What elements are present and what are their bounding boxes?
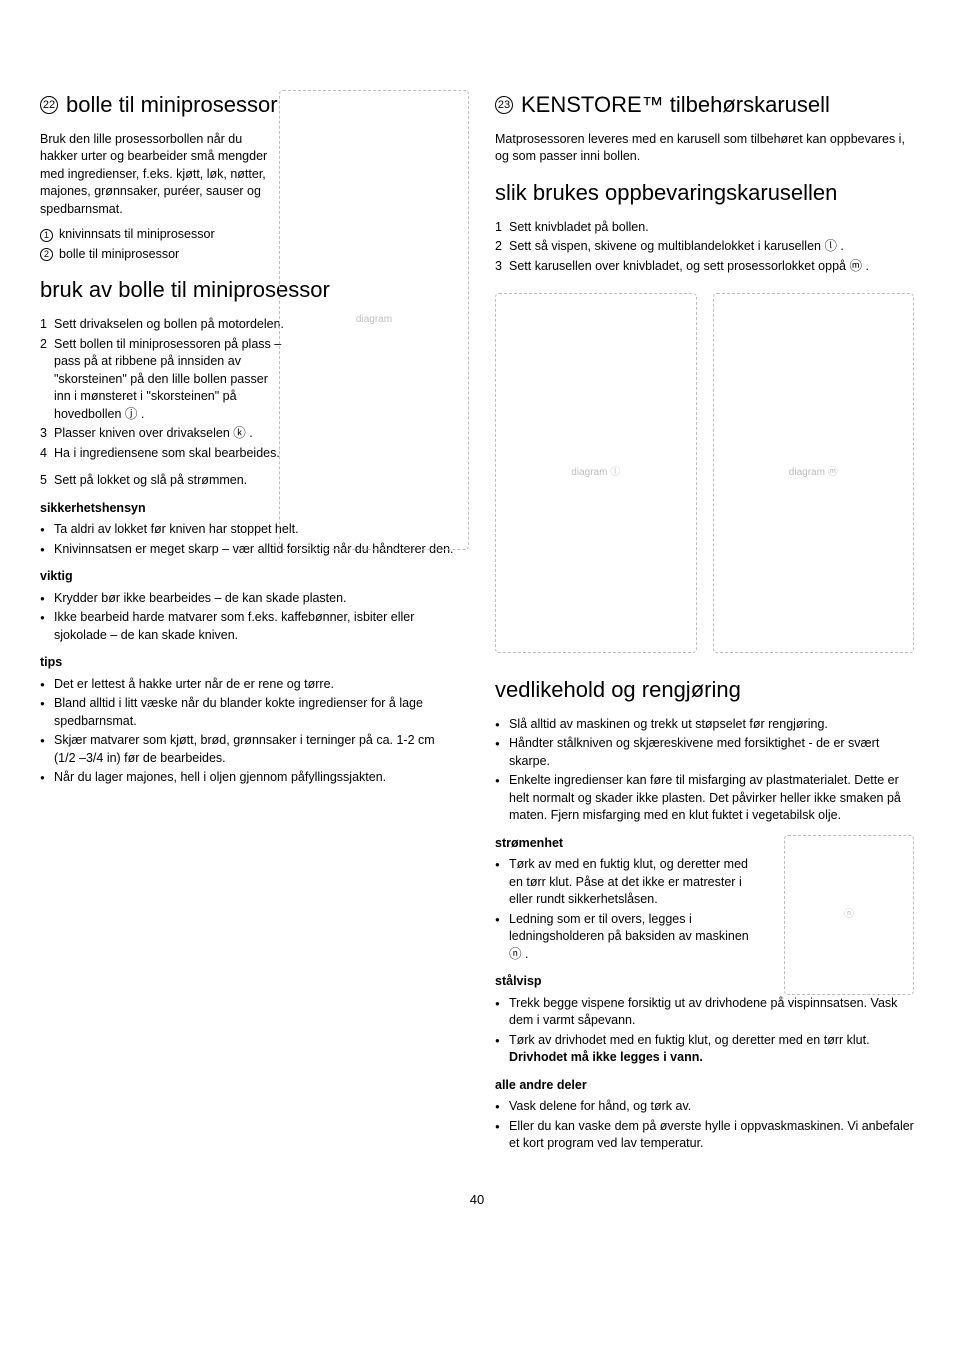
heading-kenstore: 23 KENSTORE™ tilbehørskarusell xyxy=(495,90,914,121)
step-item: 3Sett karusellen over knivbladet, og set… xyxy=(495,258,914,276)
list-item: Når du lager majones, hell i oljen gjenn… xyxy=(40,769,459,787)
list-item: Enkelte ingredienser kan føre til misfar… xyxy=(495,772,914,825)
heading-maintenance: vedlikehold og rengjøring xyxy=(495,675,914,706)
power-list: Tørk av med en fuktig klut, og deretter … xyxy=(495,856,755,963)
carousel-steps: 1Sett knivbladet på bollen. 2Sett så vis… xyxy=(495,219,914,276)
heading-carousel-usage: slik brukes oppbevaringskarusellen xyxy=(495,178,914,209)
intro-paragraph: Matprosessoren leveres med en karusell s… xyxy=(495,131,914,166)
section-number-icon: 23 xyxy=(495,96,513,114)
step-item: 2Sett så vispen, skivene og multiblandel… xyxy=(495,238,914,256)
other-list: Vask delene for hånd, og tørk av. Eller … xyxy=(495,1098,914,1153)
maintenance-list: Slå alltid av maskinen og trekk ut støps… xyxy=(495,716,914,825)
whisk-warning: Tørk av drivhodet med en fuktig klut, og… xyxy=(509,1032,914,1067)
whisk-list: Trekk begge vispene forsiktig ut av driv… xyxy=(495,995,914,1067)
list-item: Slå alltid av maskinen og trekk ut støps… xyxy=(495,716,914,734)
left-column: 22 bolle til miniprosessor Bruk den lill… xyxy=(40,90,459,1163)
mini-bowl-diagram: diagram xyxy=(279,90,469,550)
power-unit-section: strømenhet Tørk av med en fuktig klut, o… xyxy=(495,835,914,964)
carousel-diagram-m: diagram ⓜ xyxy=(713,293,915,653)
subhead-tips: tips xyxy=(40,654,459,672)
right-column: 23 KENSTORE™ tilbehørskarusell Matproses… xyxy=(495,90,914,1163)
list-item: Vask delene for hånd, og tørk av. xyxy=(495,1098,914,1116)
legend-number-icon: 2 xyxy=(40,248,53,261)
important-list: Krydder bør ikke bearbeides – de kan ska… xyxy=(40,590,459,645)
list-item: Krydder bør ikke bearbeides – de kan ska… xyxy=(40,590,459,608)
list-item: Ikke bearbeid harde matvarer som f.eks. … xyxy=(40,609,459,644)
heading-text: bolle til miniprosessor xyxy=(66,90,278,121)
subhead-important: viktig xyxy=(40,568,459,586)
list-item: Bland alltid i litt væske når du blander… xyxy=(40,695,459,730)
heading-text: KENSTORE™ tilbehørskarusell xyxy=(521,90,830,121)
page-columns: 22 bolle til miniprosessor Bruk den lill… xyxy=(40,90,914,1163)
section-number-icon: 22 xyxy=(40,96,58,114)
list-item: Ledning som er til overs, legges i ledni… xyxy=(495,911,755,964)
cord-storage-diagram: ⓝ xyxy=(784,835,914,995)
section-mini-bowl: 22 bolle til miniprosessor Bruk den lill… xyxy=(40,90,459,490)
legend-text: bolle til miniprosessor xyxy=(59,246,179,264)
list-item: Det er lettest å hakke urter når de er r… xyxy=(40,676,459,694)
legend-number-icon: 1 xyxy=(40,229,53,242)
list-item: Eller du kan vaske dem på øverste hylle … xyxy=(495,1118,914,1153)
intro-paragraph: Bruk den lille prosessorbollen når du ha… xyxy=(40,131,270,219)
subhead-other: alle andre deler xyxy=(495,1077,914,1095)
page-number: 40 xyxy=(40,1191,914,1209)
carousel-diagram-l: diagram ⓛ xyxy=(495,293,697,653)
list-item: Trekk begge vispene forsiktig ut av driv… xyxy=(495,995,914,1030)
carousel-diagrams: diagram ⓛ diagram ⓜ xyxy=(495,293,914,653)
list-item: Skjær matvarer som kjøtt, brød, grønnsak… xyxy=(40,732,459,767)
step-item: 1Sett knivbladet på bollen. xyxy=(495,219,914,237)
list-item: Håndter stålkniven og skjæreskivene med … xyxy=(495,735,914,770)
legend-text: knivinnsats til miniprosessor xyxy=(59,226,215,244)
list-item: Tørk av med en fuktig klut, og deretter … xyxy=(495,856,755,909)
list-item: Tørk av drivhodet med en fuktig klut, og… xyxy=(495,1032,914,1067)
tips-list: Det er lettest å hakke urter når de er r… xyxy=(40,676,459,787)
